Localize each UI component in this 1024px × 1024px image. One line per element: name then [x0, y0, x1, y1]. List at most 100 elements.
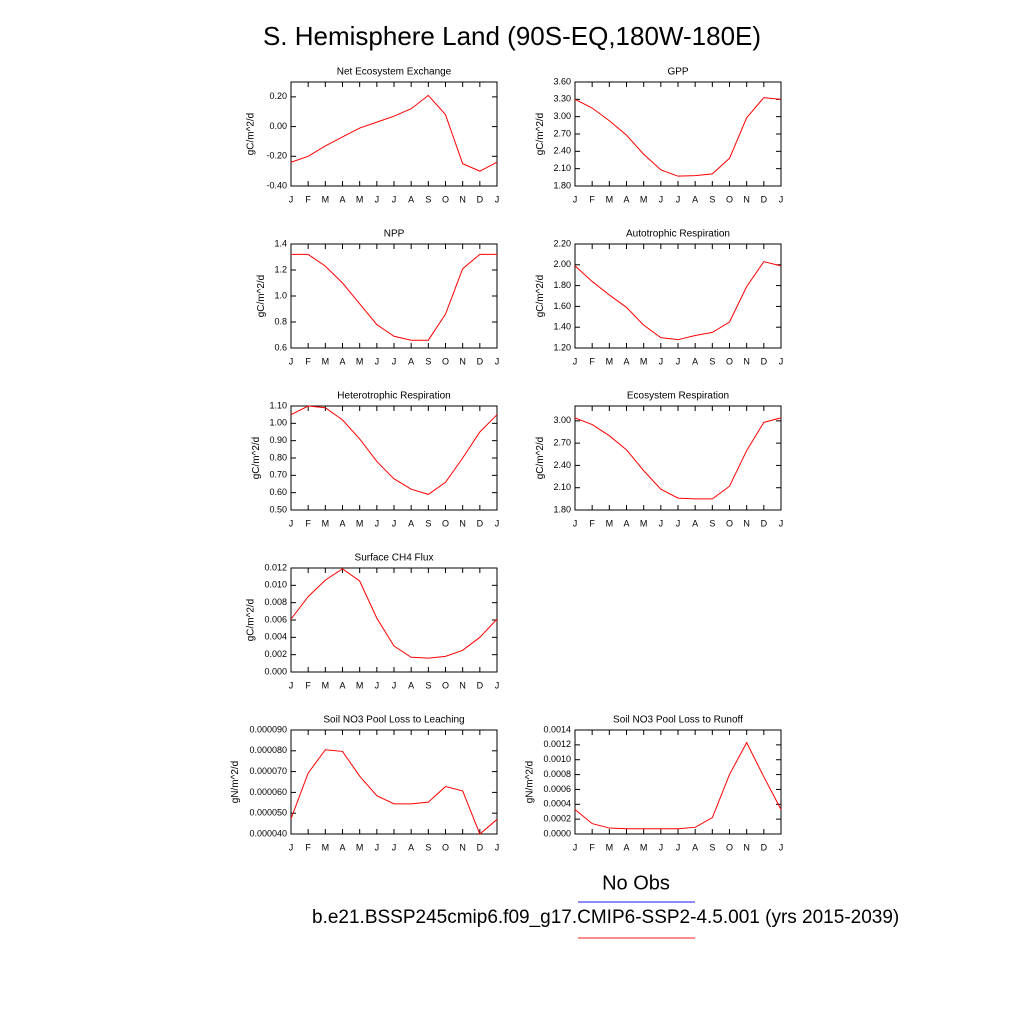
x-tick-label: M [356, 518, 364, 528]
plot-frame [290, 243, 498, 349]
y-tick-label: 2.40 [553, 146, 571, 156]
x-tick-label: S [425, 842, 431, 852]
x-tick-label: J [375, 194, 380, 204]
x-tick-label: J [392, 356, 397, 366]
x-tick-label: J [495, 194, 500, 204]
y-tick-label: 1.80 [553, 504, 571, 514]
x-tick-label: M [640, 356, 648, 366]
x-tick-label: J [289, 518, 294, 528]
y-tick-label: 2.20 [553, 238, 571, 248]
y-tick-label: 2.40 [553, 460, 571, 470]
x-tick-label: J [289, 356, 294, 366]
x-tick-label: A [692, 194, 698, 204]
x-tick-label: J [289, 842, 294, 852]
x-tick-label: M [322, 842, 330, 852]
y-tick-label: 3.00 [553, 415, 571, 425]
data-line [574, 97, 782, 177]
panel-title: Soil NO3 Pool Loss to Leaching [323, 715, 464, 726]
x-tick-label: S [709, 356, 715, 366]
x-tick-label: S [425, 680, 431, 690]
x-tick-label: J [659, 842, 664, 852]
x-tick-label: D [761, 194, 768, 204]
x-tick-label: N [743, 194, 750, 204]
x-tick-label: J [495, 356, 500, 366]
panel-title: Net Ecosystem Exchange [337, 67, 452, 78]
x-tick-label: J [676, 518, 681, 528]
x-tick-label: M [606, 356, 614, 366]
data-line [291, 253, 497, 341]
y-tick-label: 0.012 [264, 562, 287, 572]
x-tick-label: N [459, 842, 466, 852]
x-tick-label: M [322, 680, 330, 690]
plot-frame [290, 567, 498, 673]
y-tick-label: 1.80 [553, 280, 571, 290]
y-tick-label: 1.20 [553, 342, 571, 352]
y-tick-label: 3.30 [553, 94, 571, 104]
x-tick-label: O [442, 518, 449, 528]
x-tick-label: M [322, 356, 330, 366]
x-tick-label: A [692, 356, 698, 366]
x-tick-label: A [623, 356, 629, 366]
x-tick-label: O [726, 356, 733, 366]
x-tick-label: A [623, 194, 629, 204]
y-tick-label: 0.006 [264, 614, 287, 624]
y-tick-label: 0.8 [274, 316, 287, 326]
y-tick-label: 0.00 [269, 121, 287, 131]
x-tick-label: O [442, 194, 449, 204]
x-tick-label: N [459, 194, 466, 204]
y-tick-label: 1.2 [274, 264, 287, 274]
x-tick-label: J [573, 842, 578, 852]
x-tick-label: A [623, 842, 629, 852]
y-axis-label: gC/m^2/d [251, 437, 262, 480]
x-tick-label: J [676, 194, 681, 204]
y-tick-label: 2.70 [553, 128, 571, 138]
x-tick-label: D [477, 194, 484, 204]
y-tick-label: 0.80 [269, 452, 287, 462]
x-tick-label: M [606, 842, 614, 852]
x-tick-label: N [459, 356, 466, 366]
y-tick-label: 0.000080 [249, 745, 287, 755]
x-tick-label: M [322, 194, 330, 204]
x-tick-label: J [392, 680, 397, 690]
y-tick-label: 0.004 [264, 632, 287, 642]
x-tick-label: O [726, 842, 733, 852]
x-tick-label: F [305, 842, 311, 852]
y-tick-label: 3.60 [553, 76, 571, 86]
y-tick-label: 0.90 [269, 435, 287, 445]
plot-frame [290, 729, 498, 835]
x-tick-label: N [459, 518, 466, 528]
x-tick-label: J [375, 842, 380, 852]
x-tick-label: A [408, 680, 414, 690]
x-tick-label: D [477, 680, 484, 690]
legend-label: No Obs [602, 872, 670, 894]
x-tick-label: A [408, 842, 414, 852]
x-tick-label: J [779, 194, 784, 204]
y-tick-label: 2.10 [553, 482, 571, 492]
x-tick-label: M [356, 842, 364, 852]
y-axis-label: gC/m^2/d [256, 275, 267, 318]
y-tick-label: 2.10 [553, 163, 571, 173]
y-tick-label: 2.00 [553, 259, 571, 269]
x-tick-label: N [743, 356, 750, 366]
x-tick-label: J [779, 356, 784, 366]
x-tick-label: S [425, 356, 431, 366]
x-tick-label: M [606, 518, 614, 528]
x-tick-label: J [676, 356, 681, 366]
y-tick-label: 0.000040 [249, 828, 287, 838]
x-tick-label: M [356, 194, 364, 204]
x-tick-label: O [442, 356, 449, 366]
x-tick-label: D [477, 356, 484, 366]
x-tick-label: D [477, 518, 484, 528]
data-line [290, 94, 498, 172]
plot-frame [290, 81, 498, 187]
y-tick-label: -0.20 [266, 151, 287, 161]
x-tick-label: M [640, 194, 648, 204]
x-tick-label: N [743, 842, 750, 852]
x-tick-label: A [339, 356, 345, 366]
plot-frame [574, 405, 782, 511]
y-tick-label: 0.60 [269, 487, 287, 497]
y-tick-label: 0.000070 [249, 766, 287, 776]
x-tick-label: D [761, 518, 768, 528]
x-tick-label: F [305, 356, 311, 366]
